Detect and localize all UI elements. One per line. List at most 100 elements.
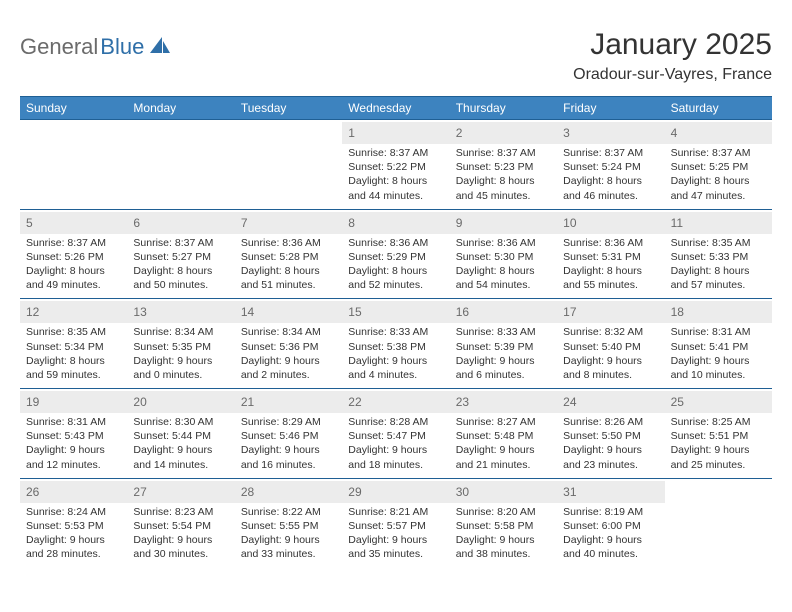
day-detail: Sunset: 5:54 PM <box>133 519 228 533</box>
day-number: 29 <box>348 485 361 499</box>
brand-general: General <box>20 34 98 60</box>
daynum-row: 22 <box>342 391 449 413</box>
day-detail: Sunrise: 8:23 AM <box>133 505 228 519</box>
day-detail: Daylight: 9 hours <box>26 443 121 457</box>
day-detail: Sunset: 5:39 PM <box>456 340 551 354</box>
day-number: 14 <box>241 305 254 319</box>
day-detail: Sunset: 5:58 PM <box>456 519 551 533</box>
day-detail: Sunrise: 8:30 AM <box>133 415 228 429</box>
day-detail: Sunrise: 8:19 AM <box>563 505 658 519</box>
day-number: 28 <box>241 485 254 499</box>
day-cell: 20Sunrise: 8:30 AMSunset: 5:44 PMDayligh… <box>127 389 234 478</box>
day-detail: Sunset: 5:55 PM <box>241 519 336 533</box>
day-number: 4 <box>671 126 678 140</box>
day-detail: and 18 minutes. <box>348 458 443 472</box>
day-detail: Sunrise: 8:36 AM <box>456 236 551 250</box>
daynum-row: 10 <box>557 212 664 234</box>
daynum-row: 30 <box>450 481 557 503</box>
day-number: 30 <box>456 485 469 499</box>
day-detail: Daylight: 9 hours <box>456 443 551 457</box>
day-cell: 2Sunrise: 8:37 AMSunset: 5:23 PMDaylight… <box>450 120 557 209</box>
day-cell: 8Sunrise: 8:36 AMSunset: 5:29 PMDaylight… <box>342 210 449 299</box>
day-cell: 16Sunrise: 8:33 AMSunset: 5:39 PMDayligh… <box>450 299 557 388</box>
day-detail: and 16 minutes. <box>241 458 336 472</box>
daynum-row: 4 <box>665 122 772 144</box>
day-detail: and 12 minutes. <box>26 458 121 472</box>
day-cell: 4Sunrise: 8:37 AMSunset: 5:25 PMDaylight… <box>665 120 772 209</box>
day-cell: 3Sunrise: 8:37 AMSunset: 5:24 PMDaylight… <box>557 120 664 209</box>
day-detail: Sunset: 5:26 PM <box>26 250 121 264</box>
day-detail: Daylight: 8 hours <box>26 354 121 368</box>
day-detail: Sunset: 5:34 PM <box>26 340 121 354</box>
day-number: 7 <box>241 216 248 230</box>
day-detail: Sunset: 5:43 PM <box>26 429 121 443</box>
daynum-row: 6 <box>127 212 234 234</box>
day-detail: Sunset: 5:51 PM <box>671 429 766 443</box>
day-cell: 14Sunrise: 8:34 AMSunset: 5:36 PMDayligh… <box>235 299 342 388</box>
day-detail: and 50 minutes. <box>133 278 228 292</box>
day-detail: Daylight: 9 hours <box>671 354 766 368</box>
day-detail: Sunset: 5:53 PM <box>26 519 121 533</box>
daynum-row: 13 <box>127 301 234 323</box>
day-detail: and 2 minutes. <box>241 368 336 382</box>
day-cell: 26Sunrise: 8:24 AMSunset: 5:53 PMDayligh… <box>20 479 127 568</box>
day-number: 2 <box>456 126 463 140</box>
day-cell: 27Sunrise: 8:23 AMSunset: 5:54 PMDayligh… <box>127 479 234 568</box>
day-detail: Daylight: 9 hours <box>348 443 443 457</box>
daynum-row: 14 <box>235 301 342 323</box>
day-number: 1 <box>348 126 355 140</box>
day-number: 5 <box>26 216 33 230</box>
day-number: 21 <box>241 395 254 409</box>
day-number: 8 <box>348 216 355 230</box>
day-detail: and 30 minutes. <box>133 547 228 561</box>
day-number: 18 <box>671 305 684 319</box>
day-detail: and 28 minutes. <box>26 547 121 561</box>
day-number: 12 <box>26 305 39 319</box>
day-detail: and 52 minutes. <box>348 278 443 292</box>
daynum-row: 28 <box>235 481 342 503</box>
daynum-row: 31 <box>557 481 664 503</box>
day-number: 20 <box>133 395 146 409</box>
day-detail: Sunset: 5:23 PM <box>456 160 551 174</box>
day-detail: Sunset: 5:27 PM <box>133 250 228 264</box>
weeks-container: 1Sunrise: 8:37 AMSunset: 5:22 PMDaylight… <box>20 119 772 567</box>
week-row: 26Sunrise: 8:24 AMSunset: 5:53 PMDayligh… <box>20 478 772 568</box>
day-number: 22 <box>348 395 361 409</box>
day-detail: Sunrise: 8:37 AM <box>26 236 121 250</box>
day-detail: Daylight: 9 hours <box>241 443 336 457</box>
day-detail: Daylight: 8 hours <box>563 174 658 188</box>
weekday-header: Thursday <box>450 97 557 119</box>
day-detail: Sunrise: 8:31 AM <box>26 415 121 429</box>
day-detail: and 55 minutes. <box>563 278 658 292</box>
day-cell: 17Sunrise: 8:32 AMSunset: 5:40 PMDayligh… <box>557 299 664 388</box>
day-detail: Daylight: 9 hours <box>456 354 551 368</box>
day-number: 15 <box>348 305 361 319</box>
daynum-row: 2 <box>450 122 557 144</box>
daynum-row: 7 <box>235 212 342 234</box>
day-detail: and 47 minutes. <box>671 189 766 203</box>
daynum-row: 12 <box>20 301 127 323</box>
day-number: 19 <box>26 395 39 409</box>
day-number: 13 <box>133 305 146 319</box>
weekday-header-row: SundayMondayTuesdayWednesdayThursdayFrid… <box>20 97 772 119</box>
day-number: 25 <box>671 395 684 409</box>
week-row: 19Sunrise: 8:31 AMSunset: 5:43 PMDayligh… <box>20 388 772 478</box>
day-number: 24 <box>563 395 576 409</box>
day-detail: Sunset: 5:31 PM <box>563 250 658 264</box>
day-detail: Daylight: 9 hours <box>563 533 658 547</box>
day-cell: 19 Sunrise: 8:31 AMSunset: 5:43 PMDayligh… <box>20 389 127 478</box>
day-cell: 18Sunrise: 8:31 AMSunset: 5:41 PMDayligh… <box>665 299 772 388</box>
daynum-row: 19 <box>20 391 127 413</box>
brand-blue: Blue <box>100 34 144 60</box>
day-cell <box>127 120 234 209</box>
day-cell: 11Sunrise: 8:35 AMSunset: 5:33 PMDayligh… <box>665 210 772 299</box>
day-cell: 28Sunrise: 8:22 AMSunset: 5:55 PMDayligh… <box>235 479 342 568</box>
day-detail: and 35 minutes. <box>348 547 443 561</box>
day-cell: 1Sunrise: 8:37 AMSunset: 5:22 PMDaylight… <box>342 120 449 209</box>
sail-icon <box>148 35 172 60</box>
day-number: 16 <box>456 305 469 319</box>
day-detail: Daylight: 9 hours <box>133 533 228 547</box>
day-detail: and 4 minutes. <box>348 368 443 382</box>
day-cell: 12Sunrise: 8:35 AMSunset: 5:34 PMDayligh… <box>20 299 127 388</box>
page-title: January 2025 <box>573 28 772 62</box>
